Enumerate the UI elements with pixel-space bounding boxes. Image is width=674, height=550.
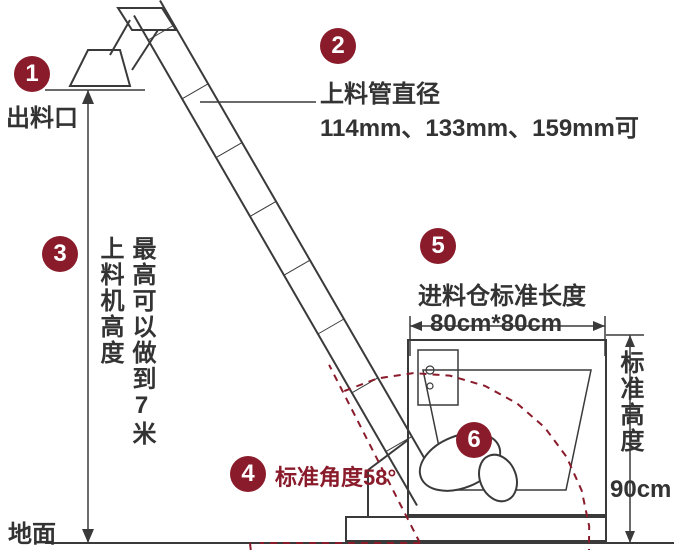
label-5-title: 进料仓标准长度 — [418, 276, 586, 311]
badge-6: 6 — [456, 422, 492, 458]
label-6-dim: 90cm — [610, 476, 671, 504]
badge-1: 1 — [14, 56, 50, 92]
badge-5-num: 5 — [431, 232, 444, 260]
badge-1-num: 1 — [25, 60, 38, 88]
badge-3: 3 — [42, 236, 78, 272]
badge-4-num: 4 — [241, 460, 254, 488]
badge-2-num: 2 — [331, 32, 344, 60]
badge-4: 4 — [230, 456, 266, 492]
label-1: 出料口 — [6, 98, 78, 133]
label-3-col2: 最高可以做到7米 — [124, 236, 159, 447]
label-3-col1: 上料机高度 — [92, 236, 127, 366]
badge-6-num: 6 — [467, 426, 480, 454]
badge-5: 5 — [420, 228, 456, 264]
badge-3-num: 3 — [53, 240, 66, 268]
label-6-title: 标准高度 — [612, 350, 647, 454]
ground-label: 地面 — [8, 514, 56, 549]
label-2-detail: 114mm、133mm、159mm可 — [320, 108, 639, 143]
label-4: 标准角度58° — [275, 460, 396, 492]
label-5-dim: 80cm*80cm — [430, 310, 562, 338]
badge-2: 2 — [320, 28, 356, 64]
label-2-title: 上料管直径 — [320, 74, 440, 109]
